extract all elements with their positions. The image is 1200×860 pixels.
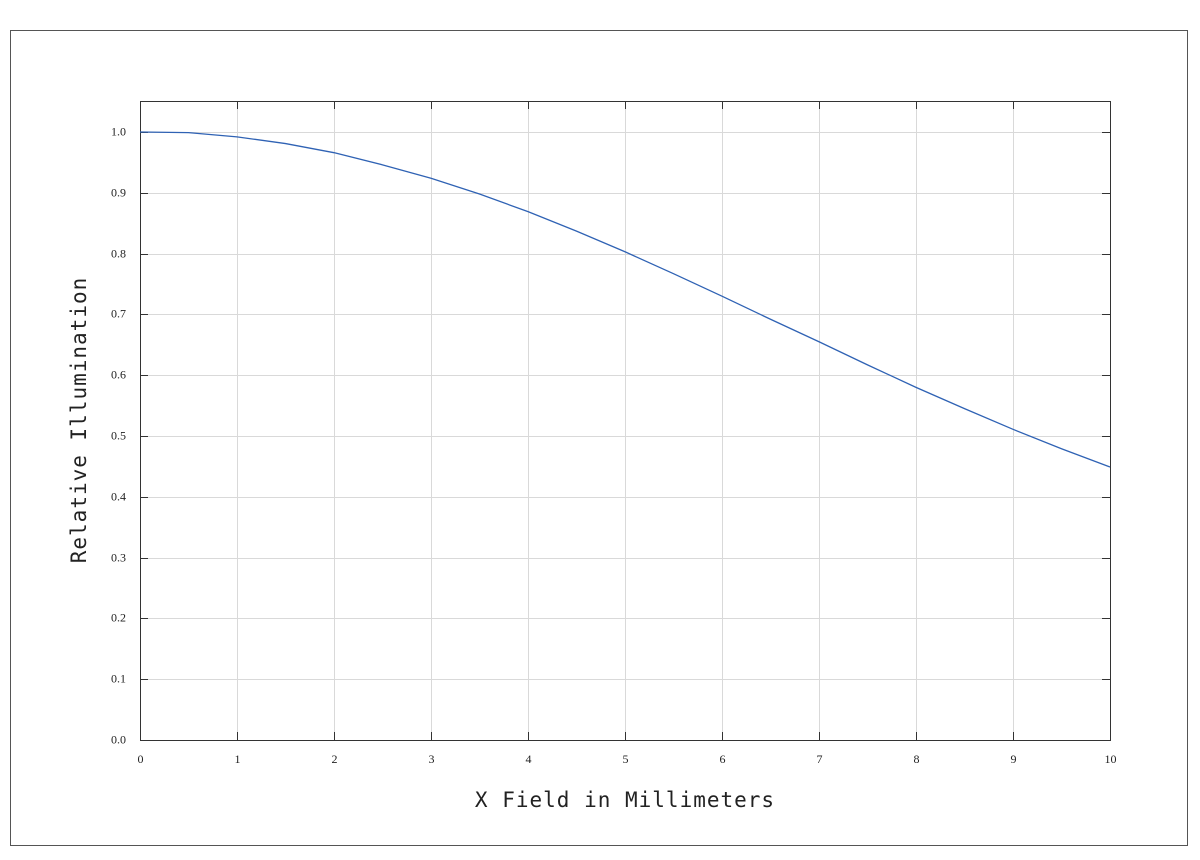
y-tick-label: 0.3 [111, 550, 126, 564]
frame [10, 30, 1188, 846]
x-tick-label: 10 [1105, 752, 1117, 766]
x-tick-label: 7 [817, 752, 823, 766]
y-tick-label: 1.0 [111, 124, 126, 138]
x-tick-label: 3 [429, 752, 435, 766]
plot-border [140, 101, 1111, 741]
y-tick-label: 0.6 [111, 367, 126, 381]
y-tick-label: 0.1 [111, 671, 126, 685]
x-axis-label: X Field in Millimeters [475, 788, 775, 812]
x-tick-label: 9 [1011, 752, 1017, 766]
x-tick-label: 8 [914, 752, 920, 766]
y-tick-label: 0.5 [111, 428, 126, 442]
y-tick-label: 0.2 [111, 610, 126, 624]
y-tick-label: 0.8 [111, 246, 126, 260]
y-tick-label: 0.0 [111, 732, 126, 746]
y-tick-label: 0.4 [111, 489, 126, 503]
x-tick-label: 6 [720, 752, 726, 766]
y-tick-label: 0.9 [111, 185, 126, 199]
x-tick-label: 4 [526, 752, 532, 766]
y-tick-label: 0.7 [111, 306, 126, 320]
x-tick-label: 1 [235, 752, 241, 766]
x-tick-label: 2 [332, 752, 338, 766]
data-line [139, 131, 1111, 468]
x-tick-label: 5 [623, 752, 629, 766]
x-tick-label: 0 [138, 752, 144, 766]
y-axis-label: Relative Illumination [67, 277, 91, 564]
